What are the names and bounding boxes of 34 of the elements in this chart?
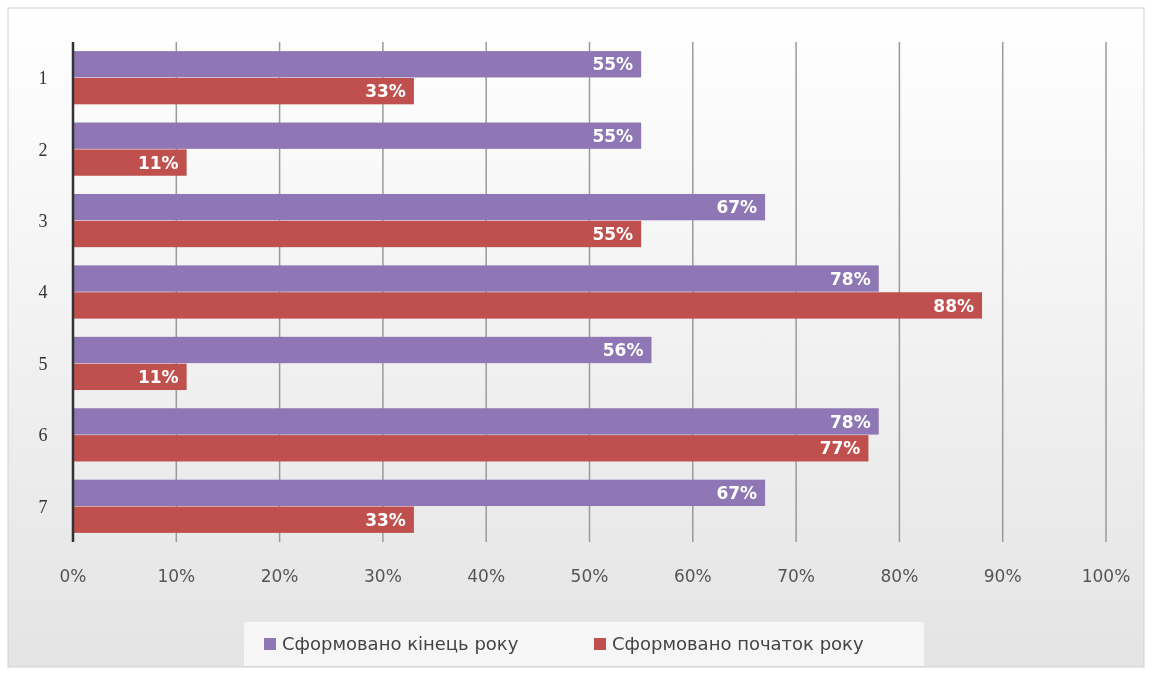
x-tick-label: 60% bbox=[673, 566, 712, 586]
x-tick-label: 80% bbox=[880, 566, 919, 586]
y-tick-label: 3 bbox=[38, 211, 48, 232]
y-tick-label: 7 bbox=[38, 496, 48, 517]
x-tick-label: 50% bbox=[570, 566, 609, 586]
data-label: 11% bbox=[137, 366, 179, 387]
data-label: 56% bbox=[602, 340, 644, 361]
data-label: 33% bbox=[365, 509, 406, 530]
x-tick-label: 20% bbox=[260, 566, 299, 586]
legend-label: Сформовано кінець року bbox=[282, 633, 519, 655]
y-tick-label: 4 bbox=[38, 282, 48, 303]
x-tick-label: 70% bbox=[777, 566, 815, 586]
x-tick-label: 0% bbox=[59, 566, 87, 586]
data-label: 78% bbox=[830, 411, 871, 432]
data-label: 33% bbox=[365, 81, 406, 102]
legend-label: Сформовано початок року bbox=[612, 633, 864, 655]
x-tick-label: 100% bbox=[1081, 566, 1131, 586]
data-label: 11% bbox=[137, 152, 179, 173]
y-tick-label: 6 bbox=[38, 425, 48, 446]
y-tick-label: 5 bbox=[38, 353, 48, 374]
x-tick-label: 40% bbox=[467, 566, 506, 586]
data-label: 55% bbox=[592, 54, 634, 75]
data-label: 55% bbox=[592, 125, 634, 146]
x-tick-label: 10% bbox=[157, 566, 196, 586]
data-label: 67% bbox=[716, 482, 758, 503]
data-label: 77% bbox=[819, 438, 861, 459]
data-label: 88% bbox=[933, 295, 975, 316]
x-tick-label: 30% bbox=[364, 566, 402, 586]
data-label: 67% bbox=[716, 197, 758, 218]
data-label: 78% bbox=[830, 268, 871, 289]
y-tick-label: 1 bbox=[38, 68, 48, 89]
y-tick-label: 2 bbox=[38, 139, 48, 160]
x-tick-label: 90% bbox=[983, 566, 1022, 586]
data-label: 55% bbox=[592, 224, 634, 245]
